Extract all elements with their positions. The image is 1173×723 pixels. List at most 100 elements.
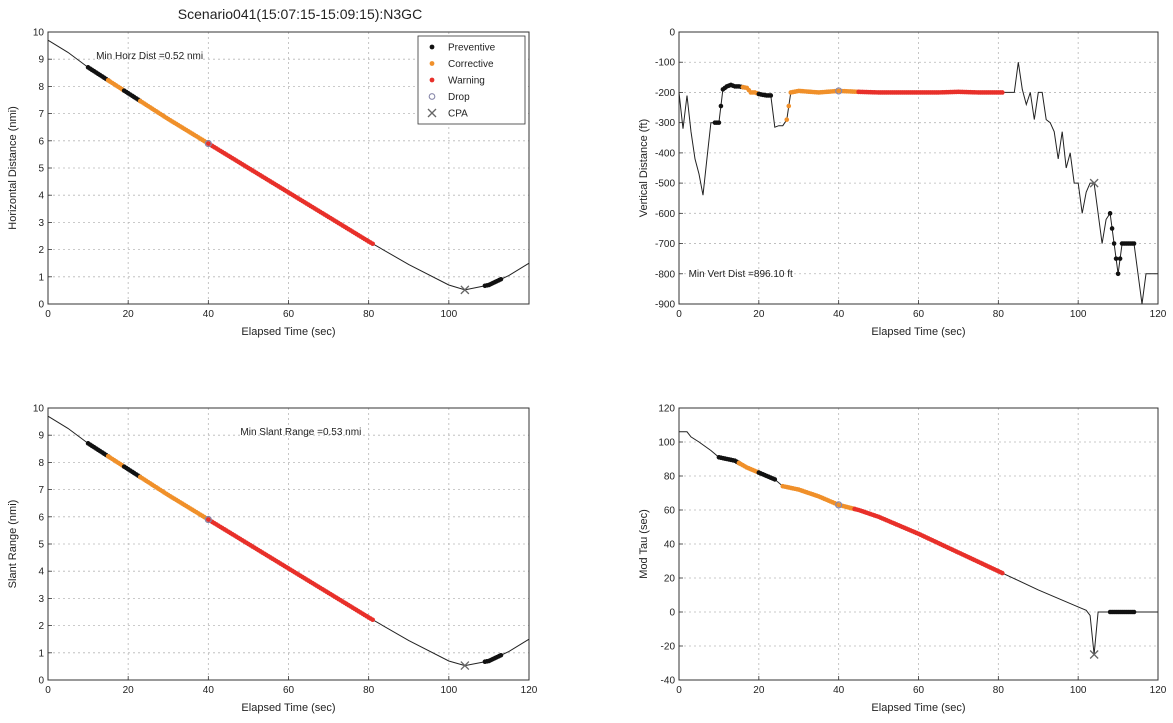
legend-label: CPA: [448, 109, 468, 120]
x-tick-label: 40: [203, 309, 215, 320]
grid: [679, 32, 1158, 304]
x-tick-label: 20: [753, 309, 765, 320]
y-tick-label: -600: [655, 209, 675, 220]
x-tick-label: 60: [913, 309, 925, 320]
y-tick-label: 4: [38, 191, 44, 202]
legend-item: Warning: [429, 76, 485, 87]
y-tick-label: -200: [655, 88, 675, 99]
y-tick-label: 1: [38, 272, 44, 283]
x-axis-label: Elapsed Time (sec): [241, 702, 335, 714]
legend-marker: [429, 44, 435, 50]
legend-label: Drop: [448, 92, 470, 103]
y-tick-label: 10: [33, 404, 45, 415]
warning-point: [370, 617, 375, 623]
legend-item: CPA: [427, 108, 468, 120]
corrective-point: [786, 103, 792, 109]
preventive-point: [1115, 271, 1121, 277]
x-tick-label: 0: [676, 685, 682, 696]
preventive-segment: [482, 276, 504, 289]
y-tick-label: 80: [664, 472, 676, 483]
preventive-point: [498, 652, 504, 658]
cpa-marker: [1089, 650, 1099, 659]
warning-segment: [206, 141, 375, 247]
x-tick-label: 80: [363, 685, 375, 696]
x-axis-label: Elapsed Time (sec): [241, 326, 335, 338]
y-tick-label: 9: [38, 55, 44, 66]
x-tick-label: 100: [1070, 309, 1087, 320]
figure-title: Scenario041(15:07:15-15:09:15):N3GC: [177, 6, 423, 22]
x-tick-label: 40: [833, 685, 845, 696]
warning-segment: [206, 517, 375, 623]
y-tick-label: -20: [661, 642, 676, 653]
min-distance-annotation: Min Horz Dist =0.52 nmi: [96, 51, 203, 62]
corrective-segment: [780, 483, 857, 512]
y-tick-label: 6: [38, 136, 44, 147]
warning-point: [370, 241, 375, 247]
legend-item: Drop: [428, 92, 470, 103]
legend-marker: [427, 108, 437, 118]
grid: [679, 408, 1158, 680]
drop-marker: [835, 501, 843, 509]
y-tick-label: 2: [38, 621, 44, 632]
preventive-point: [1117, 256, 1123, 261]
x-tick-label: 20: [123, 309, 135, 320]
x-tick-label: 0: [45, 309, 51, 320]
chart-slant-range: 0 20 40 60 80 100 120 0 1 2 3 4 5 6 7 8 9 10 Elapsed Time …: [7, 404, 538, 715]
y-tick-label: 0: [38, 676, 44, 687]
y-tick-label: 4: [38, 567, 44, 578]
y-tick-label: 7: [38, 109, 44, 120]
preventive-point: [718, 103, 724, 109]
x-tick-label: 20: [123, 685, 135, 696]
corrective-point: [784, 117, 790, 122]
y-tick-label: 120: [658, 404, 675, 415]
y-tick-label: -900: [655, 300, 675, 311]
cpa-marker: [460, 661, 470, 671]
y-tick-label: -40: [661, 676, 676, 687]
legend: Preventive Corrective Warning Drop CPA: [417, 35, 526, 125]
x-tick-label: 120: [521, 685, 538, 696]
y-tick-label: -800: [655, 269, 675, 280]
y-tick-label: 7: [38, 485, 44, 496]
legend-marker: [428, 93, 436, 100]
chart-vertical-distance: 0 20 40 60 80 100 120 0 -100 -200 -300 -400 -500 -600…: [638, 28, 1167, 339]
cpa-marker: [1089, 178, 1099, 188]
x-tick-label: 60: [913, 685, 925, 696]
x-tick-label: 80: [363, 309, 375, 320]
preventive-point: [772, 477, 778, 482]
y-tick-label: 3: [38, 594, 44, 605]
y-tick-label: 100: [658, 438, 675, 449]
y-axis-label: Vertical Distance (ft): [638, 119, 650, 217]
y-tick-label: 20: [664, 574, 676, 585]
x-tick-label: 0: [45, 685, 51, 696]
min-distance-annotation: Min Slant Range =0.53 nmi: [240, 427, 361, 438]
legend-label: Warning: [448, 76, 485, 87]
preventive-segment: [1107, 609, 1137, 615]
y-tick-label: 8: [38, 82, 44, 93]
cpa-marker: [460, 285, 470, 295]
legend-marker: [429, 61, 435, 66]
y-tick-label: -500: [655, 179, 675, 190]
x-tick-label: 100: [440, 309, 457, 320]
x-tick-label: 60: [283, 309, 295, 320]
y-axis-label: Mod Tau (sec): [638, 509, 650, 579]
preventive-point: [716, 120, 722, 125]
x-tick-label: 80: [993, 309, 1005, 320]
legend-label: Preventive: [448, 43, 496, 54]
preventive-point: [1113, 256, 1119, 261]
y-tick-label: 6: [38, 512, 44, 523]
x-tick-label: 20: [753, 685, 765, 696]
y-tick-label: -300: [655, 118, 675, 129]
drop-marker: [835, 87, 843, 95]
min-distance-annotation: Min Vert Dist =896.10 ft: [689, 269, 793, 280]
x-tick-label: 100: [1070, 685, 1087, 696]
y-axis-label: Slant Range (nmi): [7, 500, 19, 589]
drop-marker: [204, 139, 212, 148]
preventive-point: [1109, 226, 1115, 231]
warning-point: [1000, 570, 1005, 576]
y-tick-label: -100: [655, 58, 675, 69]
y-tick-label: 3: [38, 218, 44, 229]
y-tick-label: -700: [655, 239, 675, 250]
y-tick-label: 10: [33, 28, 45, 39]
y-tick-label: 9: [38, 431, 44, 442]
